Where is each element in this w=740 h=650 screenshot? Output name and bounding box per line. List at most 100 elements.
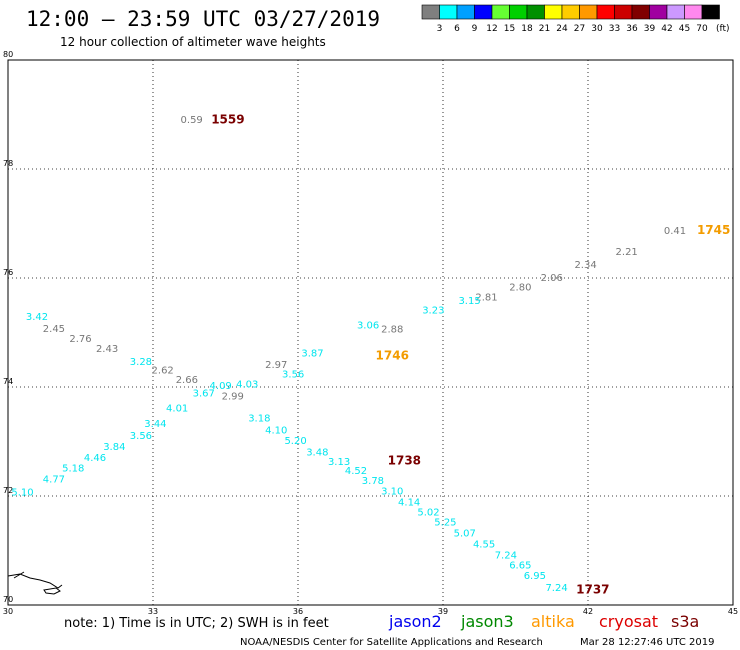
wave-height-value: 2.34 (574, 260, 596, 271)
pass-time-label: 1746 (376, 348, 409, 362)
grid-lines (8, 60, 733, 605)
wave-height-value: 4.77 (43, 475, 65, 486)
x-tick-label: 30 (3, 607, 13, 616)
wave-height-value: 3.23 (422, 306, 444, 317)
wave-height-value: 7.24 (545, 583, 567, 594)
colorbar-tick-label: 18 (521, 24, 533, 34)
x-tick-label: 36 (293, 607, 303, 616)
y-tick-label: 74 (3, 377, 13, 386)
wave-height-value: 4.09 (210, 381, 232, 392)
colorbar-swatch (474, 4, 493, 20)
chart-subtitle: 12 hour collection of altimeter wave hei… (60, 35, 326, 49)
wave-height-value: 2.88 (381, 325, 403, 336)
y-tick-label: 70 (3, 595, 13, 604)
wave-height-value: 6.65 (509, 561, 531, 572)
wave-height-value: 3.48 (306, 447, 328, 458)
satellite-label-jason3: jason3 (460, 612, 514, 631)
wave-height-value: 2.76 (69, 334, 91, 345)
wave-height-value: 7.24 (495, 550, 517, 561)
x-tick-label: 42 (583, 607, 593, 616)
satellite-legend: jason2 jason3 altika cryosat s3a (388, 612, 699, 631)
colorbar-swatch (509, 4, 528, 20)
wave-height-value: 2.66 (176, 375, 198, 386)
wave-height-points: 2.45 2.76 2.43 2.622.66 2.99 2.97 2.88 2.81 2.80… (11, 115, 686, 594)
wave-height-value: 3.87 (301, 349, 323, 360)
colorbar-tick-label: 33 (609, 24, 620, 34)
credit-line: NOAA/NESDIS Center for Satellite Applica… (240, 637, 543, 648)
colorbar-tick-label: 36 (626, 24, 638, 34)
wave-height-value: 2.80 (509, 283, 531, 294)
colorbar-swatch (579, 4, 598, 20)
colorbar-tick-label: 42 (661, 24, 672, 34)
wave-height-value: 6.95 (524, 571, 546, 582)
wave-height-value: 2.06 (541, 273, 563, 284)
colorbar-tick-label: 30 (591, 24, 603, 34)
colorbar-swatch (614, 4, 633, 20)
wave-height-value: 3.28 (130, 357, 152, 368)
colorbar-tick-label: 3 (437, 24, 443, 34)
colorbar-tick-label: 15 (504, 24, 515, 34)
wave-height-value: 5.02 (417, 507, 439, 518)
colorbar-tick-label: 27 (574, 24, 585, 34)
colorbar-swatch (684, 4, 703, 20)
colorbar-swatch (666, 4, 685, 20)
colorbar-swatch (456, 4, 475, 20)
wave-height-value: 4.10 (265, 426, 287, 437)
wave-height-value: 3.56 (130, 431, 152, 442)
wave-height-value: 0.41 (664, 226, 686, 237)
chart-title: 12:00 – 23:59 UTC 03/27/2019 (26, 7, 380, 31)
colorbar-tick-label: 24 (556, 24, 568, 34)
colorbar-swatch (596, 4, 615, 20)
x-tick-label: 33 (148, 607, 158, 616)
colorbar-tick-label: 39 (644, 24, 656, 34)
axis-tick-labels: 30 33 36 39 42 45 70 72 74 76 78 80 (3, 50, 738, 616)
colorbar-swatch (649, 4, 668, 20)
colorbar-swatch (439, 4, 458, 20)
wave-height-value: 4.55 (473, 539, 495, 550)
wave-height-value: 4.01 (166, 404, 188, 415)
wave-height-value: 5.20 (284, 436, 306, 447)
colorbar-swatch (561, 4, 580, 20)
colorbar-tick-label: 21 (539, 24, 550, 34)
colorbar-swatch (526, 4, 545, 20)
y-tick-label: 72 (3, 486, 13, 495)
y-tick-label: 80 (3, 50, 13, 59)
pass-time-label: 1738 (388, 454, 421, 468)
wave-height-value: 2.62 (152, 366, 174, 377)
wave-height-value: 0.59 (181, 115, 203, 126)
satellite-label-cryosat: cryosat (599, 612, 658, 631)
wave-height-value: 3.78 (362, 476, 384, 487)
colorbar-tick-label: 70 (696, 24, 708, 34)
footer-note: note: 1) Time is in UTC; 2) SWH is in fe… (64, 616, 329, 631)
wave-height-value: 5.18 (62, 464, 84, 475)
wave-height-value: 4.46 (84, 453, 106, 464)
wave-height-value: 2.99 (222, 392, 244, 403)
y-tick-label: 78 (3, 159, 13, 168)
pass-time-label: 1745 (697, 223, 730, 237)
colorbar-tick-label: 6 (454, 24, 460, 34)
plot-area: 30 33 36 39 42 45 70 72 74 76 78 80 2.45 2.76 2.43 2.6… (3, 50, 738, 616)
colorbar-tick-label: 9 (472, 24, 478, 34)
wave-height-value: 2.81 (475, 293, 497, 304)
island-outline (43, 587, 61, 595)
wave-height-value: 3.18 (248, 414, 270, 425)
x-tick-label: 39 (438, 607, 448, 616)
wave-height-value: 3.13 (328, 457, 350, 468)
pass-time-labels: 1559 1745 1746 1738 1737 (211, 112, 730, 596)
wave-height-value: 4.03 (236, 380, 258, 391)
wave-height-value: 3.06 (357, 320, 379, 331)
colorbar-swatch (631, 4, 650, 20)
x-tick-label: 45 (728, 607, 738, 616)
wave-height-value: 4.52 (345, 466, 367, 477)
wave-height-value: 2.43 (96, 344, 118, 355)
colorbar-tick-label: 12 (486, 24, 497, 34)
colorbar-swatch (701, 4, 720, 20)
timestamp: Mar 28 12:27:46 UTC 2019 (580, 637, 715, 648)
wave-height-value: 5.10 (11, 488, 33, 499)
wave-height-value: 3.56 (282, 369, 304, 380)
pass-time-label: 1737 (576, 583, 609, 597)
wave-height-value: 3.10 (381, 487, 403, 498)
wave-height-value: 3.67 (193, 388, 215, 399)
